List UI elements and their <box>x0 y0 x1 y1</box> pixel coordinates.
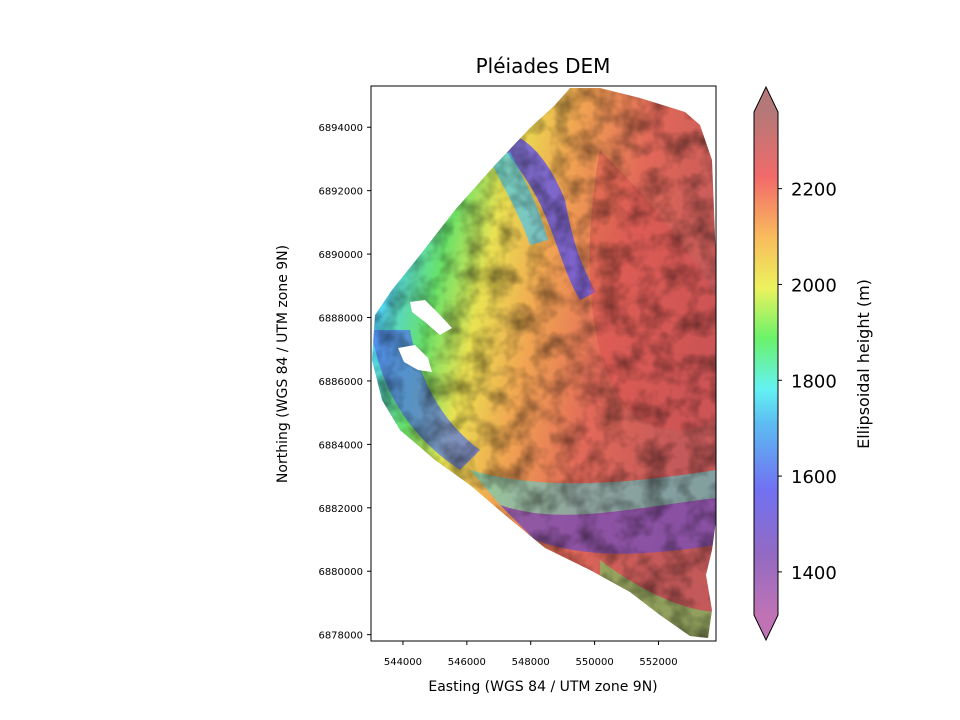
colorbar-label: Ellipsoidal height (m) <box>854 279 873 449</box>
plot-frame <box>370 85 717 642</box>
colorbar-tick-label: 1600 <box>791 467 837 488</box>
y-axis-label: Northing (WGS 84 / UTM zone 9N) <box>275 245 291 483</box>
y-tick-label: 6882000 <box>318 504 363 515</box>
y-tick-label: 6884000 <box>318 440 363 451</box>
colorbar-tick-label: 1400 <box>791 563 837 584</box>
y-tick-label: 6890000 <box>318 250 363 261</box>
x-tick-label: 548000 <box>512 657 550 668</box>
y-axis-ticks: 6878000 6880000 6882000 6884000 6886000 68880… <box>318 123 371 642</box>
x-axis-label: Easting (WGS 84 / UTM zone 9N) <box>428 679 657 695</box>
colorbar: 1400 1600 1800 2000 2200 Ellipsoidal height … <box>753 85 873 642</box>
x-tick-label: 546000 <box>448 657 486 668</box>
colorbar-tick-label: 1800 <box>791 371 837 392</box>
x-axis-ticks: 544000 546000 548000 550000 552000 <box>384 641 678 668</box>
y-tick-label: 6886000 <box>318 377 363 388</box>
y-tick-label: 6880000 <box>318 567 363 578</box>
colorbar-ticks: 1400 1600 1800 2000 2200 <box>778 180 837 584</box>
colorbar-extend-bottom <box>754 615 778 640</box>
y-tick-label: 6878000 <box>318 631 363 642</box>
colorbar-tick-label: 2200 <box>791 180 837 201</box>
y-tick-label: 6888000 <box>318 314 363 325</box>
colorbar-tick-label: 2000 <box>791 275 837 296</box>
chart-title: Pléiades DEM <box>476 54 611 78</box>
colorbar-outline <box>753 85 779 642</box>
y-tick-label: 6894000 <box>318 123 363 134</box>
x-tick-label: 544000 <box>384 657 422 668</box>
colorbar-extend-top <box>754 87 778 112</box>
nodata-patches <box>398 300 452 372</box>
colorbar-gradient <box>754 112 778 615</box>
y-tick-label: 6892000 <box>318 187 363 198</box>
x-tick-label: 550000 <box>576 657 614 668</box>
x-tick-label: 552000 <box>639 657 677 668</box>
